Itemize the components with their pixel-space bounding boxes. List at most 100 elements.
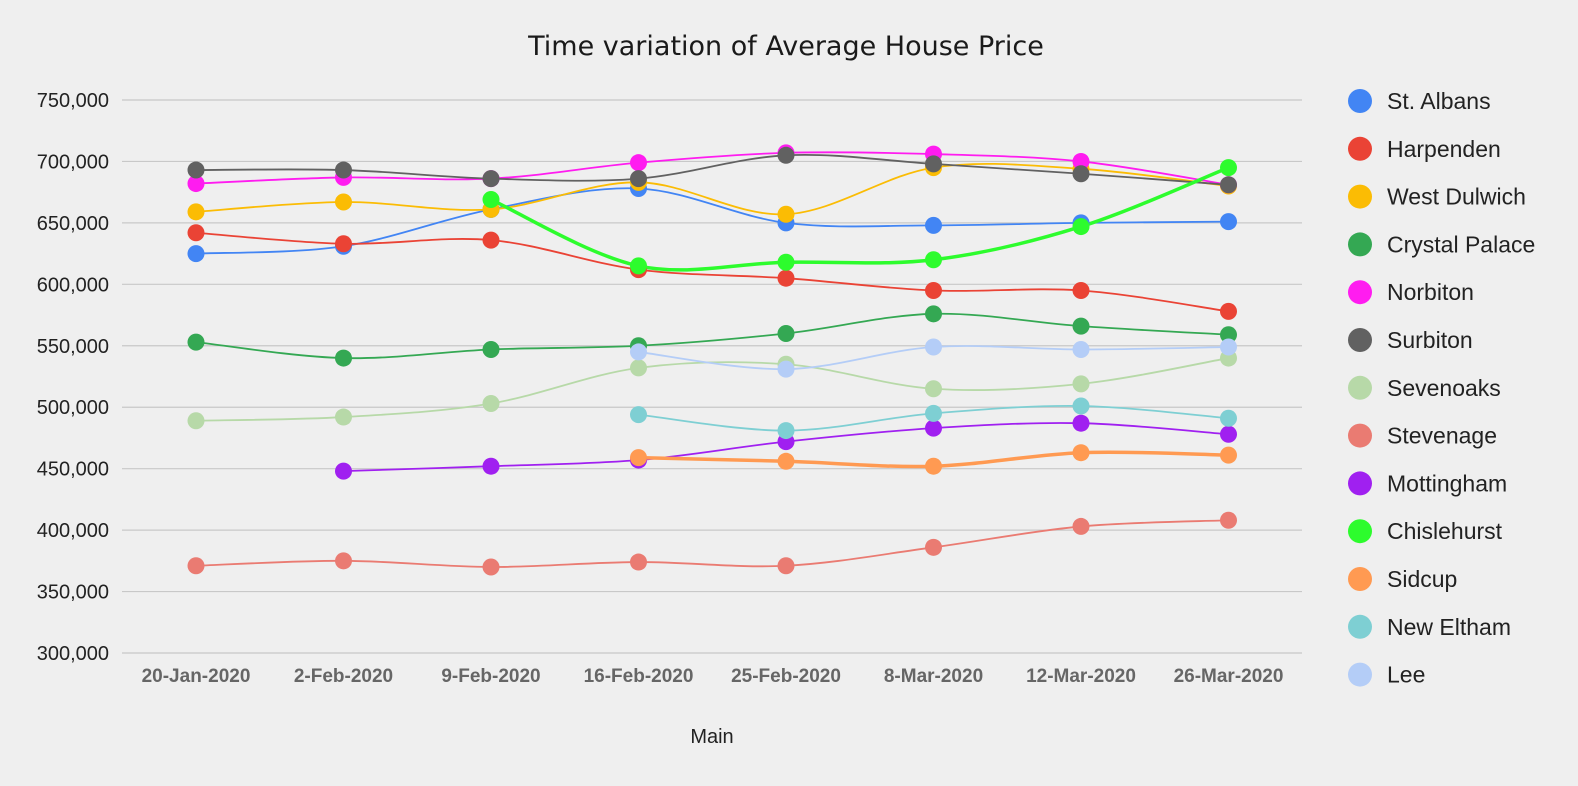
legend-marker-st-albans [1348,89,1372,113]
data-point-sevenoaks [187,412,205,430]
legend-marker-crystal-palace [1348,232,1372,257]
chart-title: Time variation of Average House Price [527,31,1044,62]
series-lines [195,151,1230,568]
y-tick-label: 650,000 [37,213,109,235]
series-line-chislehurst [490,165,1230,272]
data-point-chislehurst [1072,218,1090,236]
data-point-stevenage [187,557,205,575]
series-line-norbiton [195,151,1229,186]
x-tick-label: 20-Jan-2020 [142,666,251,687]
data-point-surbiton [482,170,500,188]
data-point-mottingham [1220,425,1237,443]
data-point-lee [1072,340,1090,358]
data-point-norbiton [187,175,205,193]
legend-label-harpenden: Harpenden [1387,136,1501,162]
data-point-mottingham [925,419,942,437]
legend-marker-norbiton [1348,280,1372,305]
data-point-crystal-palace [777,324,795,342]
data-point-surbiton [925,155,942,173]
y-tick-label: 450,000 [37,459,109,481]
legend-label-crystal-palace: Crystal Palace [1387,231,1535,257]
data-point-chislehurst [1220,159,1237,177]
data-point-west-dulwich [187,203,205,221]
x-axis-label: Main [690,726,733,748]
series-line-harpenden [195,231,1229,313]
legend-marker-west-dulwich [1348,184,1372,209]
legend-label-st-albans: St. Albans [1387,88,1491,114]
legend-marker-lee [1348,662,1372,687]
legend-marker-harpenden [1348,136,1372,161]
legend-label-norbiton: Norbiton [1387,279,1474,305]
data-point-crystal-palace [187,333,205,351]
legend-label-mottingham: Mottingham [1387,470,1507,496]
data-point-stevenage [482,558,500,576]
data-point-new-eltham [630,406,647,424]
x-tick-label: 25-Feb-2020 [731,666,841,687]
data-point-chislehurst [482,191,500,209]
data-point-crystal-palace [482,340,500,358]
data-point-sidcup [925,457,942,475]
data-point-stevenage [1072,517,1090,535]
data-point-new-eltham [777,422,795,440]
data-point-harpenden [777,269,795,287]
legend-marker-new-eltham [1348,614,1372,639]
data-point-mottingham [482,457,500,475]
data-point-harpenden [1072,281,1090,299]
x-tick-label: 8-Mar-2020 [884,666,983,687]
series-line-crystal-palace [195,312,1229,360]
data-point-sevenoaks [630,359,647,377]
data-point-crystal-palace [925,305,942,323]
data-point-crystal-palace [1220,326,1237,344]
legend-label-surbiton: Surbiton [1387,327,1473,353]
legend-label-west-dulwich: West Dulwich [1387,184,1526,210]
data-point-st-albans [187,245,205,263]
data-point-norbiton [1072,152,1090,170]
data-point-new-eltham [1072,397,1090,415]
series-line-sevenoaks [195,357,1229,422]
data-point-mottingham [1072,414,1090,432]
data-point-crystal-palace [1072,317,1090,335]
data-point-new-eltham [925,404,942,422]
data-point-lee [1220,338,1237,356]
legend-marker-stevenage [1348,423,1372,448]
data-point-harpenden [187,224,205,242]
legend-marker-sevenoaks [1348,375,1372,400]
legend-label-new-eltham: New Eltham [1387,614,1511,640]
data-point-crystal-palace [335,349,352,367]
y-tick-label: 300,000 [37,643,109,665]
data-point-new-eltham [1220,409,1237,427]
data-point-norbiton [630,154,647,172]
legend: St. Albans Harpenden West Dulwich Crystal P… [1348,88,1535,688]
data-point-harpenden [1220,302,1237,320]
x-axis-ticks: 20-Jan-2020 2-Feb-2020 9-Feb-2020 16-Feb-20… [142,666,1284,687]
data-point-harpenden [925,281,942,299]
x-tick-label: 9-Feb-2020 [441,666,540,687]
x-tick-label: 16-Feb-2020 [584,666,694,687]
data-point-chislehurst [630,257,647,275]
legend-label-sidcup: Sidcup [1387,566,1457,592]
data-point-sevenoaks [1072,375,1090,393]
legend-label-sevenoaks: Sevenoaks [1387,375,1501,401]
x-tick-label: 12-Mar-2020 [1026,666,1136,687]
y-tick-label: 550,000 [37,336,109,358]
legend-label-stevenage: Stevenage [1387,423,1497,449]
data-point-stevenage [1220,511,1237,529]
series-points [187,144,1237,576]
gridlines [122,99,1302,654]
x-tick-label: 26-Mar-2020 [1174,666,1284,687]
series-line-surbiton [195,153,1229,186]
data-point-lee [925,338,942,356]
data-point-stevenage [335,552,352,570]
data-point-surbiton [1072,165,1090,183]
data-point-st-albans [925,216,942,234]
data-point-sidcup [630,449,647,467]
data-point-lee [630,343,647,361]
data-point-stevenage [630,553,647,571]
series-line-west-dulwich [195,162,1229,216]
data-point-sidcup [777,452,795,470]
y-tick-label: 500,000 [37,397,109,419]
data-point-mottingham [335,462,352,480]
data-point-surbiton [630,170,647,188]
data-point-west-dulwich [777,205,795,223]
